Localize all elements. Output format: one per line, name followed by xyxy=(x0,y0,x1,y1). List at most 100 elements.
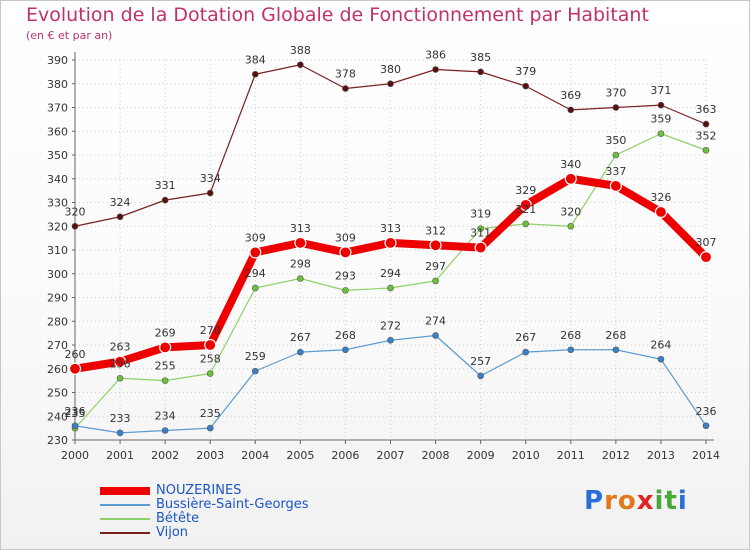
data-label-betete-2008: 297 xyxy=(425,260,446,273)
data-label-vijon-2012: 370 xyxy=(605,87,626,100)
point-bussiere-saint-georges-2011 xyxy=(567,346,575,354)
chart-title: Evolution de la Dotation Globale de Fonc… xyxy=(26,4,649,26)
point-betete-2008 xyxy=(432,277,439,285)
y-tick-label-280: 280 xyxy=(47,315,68,328)
point-betete-2004 xyxy=(251,284,259,292)
series-labels: 320 324 331 334 384 388 378 380 386 385 379 369 370 3… xyxy=(65,44,717,425)
y-tick-label-310: 310 xyxy=(47,244,68,257)
point-nouzerines-2011 xyxy=(564,172,577,185)
logo-letter: r xyxy=(604,486,618,516)
data-label-nouzerines-2011: 340 xyxy=(560,158,581,171)
data-label-betete-2006: 293 xyxy=(335,269,356,282)
point-vijon-2010 xyxy=(522,82,530,90)
data-label-vijon-2001: 324 xyxy=(110,196,131,209)
data-label-vijon-2009: 385 xyxy=(470,51,491,64)
data-label-bussiere-saint-georges-2014: 236 xyxy=(696,405,717,418)
data-label-vijon-2010: 379 xyxy=(515,65,536,78)
y-tick-label-390: 390 xyxy=(47,54,68,67)
point-nouzerines-2009 xyxy=(474,241,487,254)
data-label-bussiere-saint-georges-2012: 268 xyxy=(605,329,626,342)
point-vijon-2014 xyxy=(702,120,710,128)
point-bussiere-saint-georges-2013 xyxy=(657,355,665,363)
point-betete-2009 xyxy=(477,225,484,232)
data-label-vijon-2013: 371 xyxy=(650,84,671,97)
x-tick-label-2013: 2013 xyxy=(647,449,675,462)
data-label-bussiere-saint-georges-2009: 257 xyxy=(470,355,491,368)
logo-letter: P xyxy=(584,486,605,516)
point-bussiere-saint-georges-2006 xyxy=(342,346,349,354)
x-tick-label-2008: 2008 xyxy=(422,449,450,462)
point-nouzerines-2006 xyxy=(339,246,352,259)
y-tick-label-340: 340 xyxy=(47,173,68,186)
axes: 2302402502602702802903003103203303403503… xyxy=(47,52,720,462)
point-betete-2005 xyxy=(297,275,304,282)
point-bussiere-saint-georges-2010 xyxy=(522,348,530,356)
data-label-bussiere-saint-georges-2000: 236 xyxy=(65,405,86,418)
data-label-betete-2000: 235 xyxy=(65,407,86,420)
legend-swatch-nouzerines xyxy=(100,487,150,495)
point-betete-2013 xyxy=(657,130,665,137)
data-label-vijon-2002: 331 xyxy=(155,179,176,192)
y-tick-label-240: 240 xyxy=(47,410,68,423)
data-label-bussiere-saint-georges-2006: 268 xyxy=(335,329,356,342)
data-label-nouzerines-2009: 311 xyxy=(470,227,491,240)
point-nouzerines-2012 xyxy=(609,179,622,192)
point-vijon-2008 xyxy=(432,66,439,73)
logo-letter: x xyxy=(636,486,655,516)
legend-item-bussiere: Bussière-Saint-Georges xyxy=(100,498,360,512)
data-label-nouzerines-2007: 313 xyxy=(380,222,401,235)
point-nouzerines-2007 xyxy=(384,236,397,249)
data-label-bussiere-saint-georges-2007: 272 xyxy=(380,319,401,332)
data-label-bussiere-saint-georges-2005: 267 xyxy=(290,331,311,344)
point-bussiere-saint-georges-2008 xyxy=(432,332,439,339)
data-label-bussiere-saint-georges-2003: 235 xyxy=(200,407,221,420)
data-label-nouzerines-2001: 263 xyxy=(110,341,131,354)
x-tick-label-2006: 2006 xyxy=(331,449,359,462)
data-label-vijon-2003: 334 xyxy=(200,172,221,185)
x-tick-label-2012: 2012 xyxy=(602,449,630,462)
legend-label-betete: Bétête xyxy=(156,511,200,526)
y-tick-label-360: 360 xyxy=(47,125,68,138)
x-tick-label-2000: 2000 xyxy=(61,449,89,462)
data-label-betete-2014: 352 xyxy=(696,129,717,142)
data-label-vijon-2014: 363 xyxy=(696,103,717,116)
data-label-nouzerines-2008: 312 xyxy=(425,224,446,237)
y-tick-label-330: 330 xyxy=(47,197,68,210)
data-label-nouzerines-2006: 309 xyxy=(335,231,356,244)
legend-item-nouzerines: NOUZERINES xyxy=(100,484,360,498)
point-nouzerines-2010 xyxy=(519,198,532,211)
legend-swatch-vijon xyxy=(100,532,150,534)
point-vijon-2005 xyxy=(297,61,304,69)
data-label-nouzerines-2010: 329 xyxy=(515,184,536,197)
data-label-nouzerines-2003: 270 xyxy=(200,324,221,337)
data-label-betete-2009: 319 xyxy=(470,208,491,221)
legend-label-nouzerines: NOUZERINES xyxy=(156,483,242,498)
data-label-nouzerines-2005: 313 xyxy=(290,222,311,235)
data-label-bussiere-saint-georges-2010: 267 xyxy=(515,331,536,344)
point-nouzerines-2014 xyxy=(699,251,713,264)
point-vijon-2009 xyxy=(477,68,484,76)
data-label-betete-2013: 359 xyxy=(650,113,671,126)
point-nouzerines-2005 xyxy=(294,236,307,249)
point-vijon-2001 xyxy=(116,213,124,221)
data-label-betete-2011: 320 xyxy=(560,205,581,218)
point-betete-2006 xyxy=(342,287,349,294)
logo-letter: o xyxy=(617,486,637,516)
logo-letter: i xyxy=(677,486,688,516)
point-vijon-2012 xyxy=(612,104,620,111)
data-label-nouzerines-2013: 326 xyxy=(650,191,671,204)
data-label-bussiere-saint-georges-2004: 259 xyxy=(245,350,266,363)
series-lines xyxy=(68,61,713,437)
chart-subtitle: (en € et par an) xyxy=(26,29,113,42)
data-label-bussiere-saint-georges-2002: 234 xyxy=(155,410,176,423)
point-betete-2014 xyxy=(702,146,710,154)
point-betete-2007 xyxy=(387,284,394,292)
x-tick-label-2014: 2014 xyxy=(692,449,720,462)
point-bussiere-saint-georges-2004 xyxy=(251,367,259,375)
data-label-bussiere-saint-georges-2008: 274 xyxy=(425,315,446,328)
x-tick-label-2001: 2001 xyxy=(106,449,134,462)
data-label-nouzerines-2004: 309 xyxy=(245,231,266,244)
point-vijon-2006 xyxy=(342,85,349,92)
